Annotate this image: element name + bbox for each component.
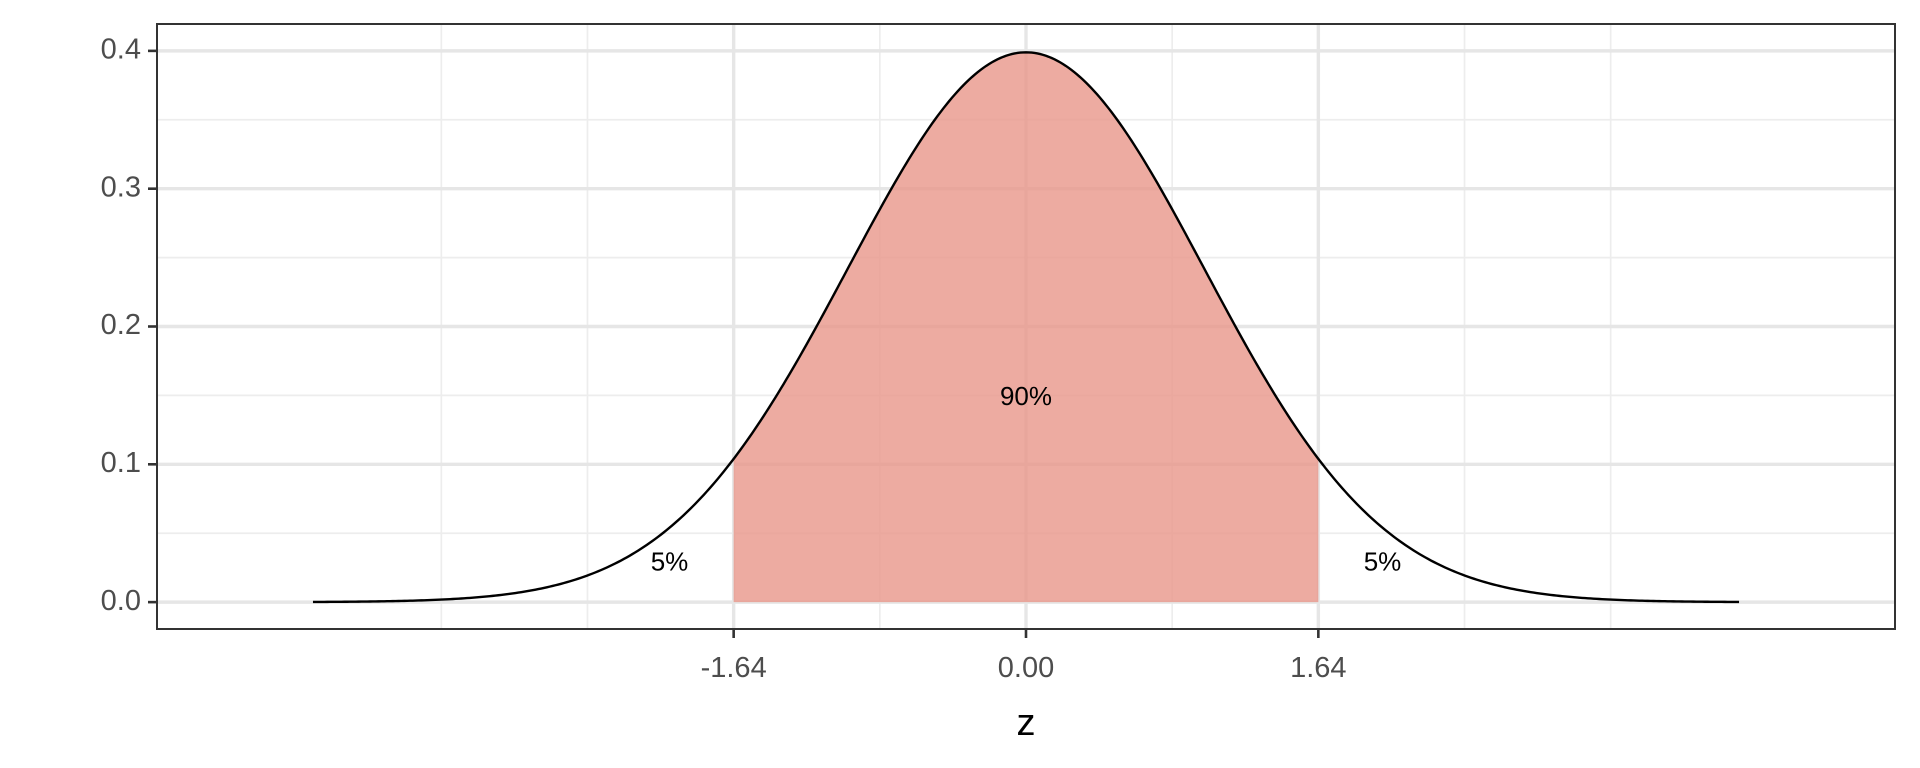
y-axis: 0.0 0.1 0.2 0.3 0.4 (101, 34, 157, 617)
y-tick-label: 0.4 (101, 34, 141, 66)
density-curve (312, 51, 1740, 604)
x-axis-title: z (1017, 702, 1036, 744)
x-tick-label: 0.00 (998, 652, 1054, 684)
shaded-area-90-percent (733, 52, 1319, 603)
annotation-label: 5% (1364, 546, 1402, 576)
annotation-label: 5% (651, 546, 689, 576)
annotations: 5% 90% 5% (651, 381, 1402, 576)
y-tick-label: 0.2 (101, 309, 141, 341)
x-axis: -1.64 0.00 1.64 (701, 629, 1347, 684)
y-tick-label: 0.1 (101, 447, 141, 479)
x-tick-label: -1.64 (701, 652, 767, 684)
annotation-label: 90% (1000, 381, 1052, 411)
y-tick-label: 0.0 (101, 585, 141, 617)
x-tick-label: 1.64 (1290, 652, 1346, 684)
y-tick-label: 0.3 (101, 171, 141, 203)
